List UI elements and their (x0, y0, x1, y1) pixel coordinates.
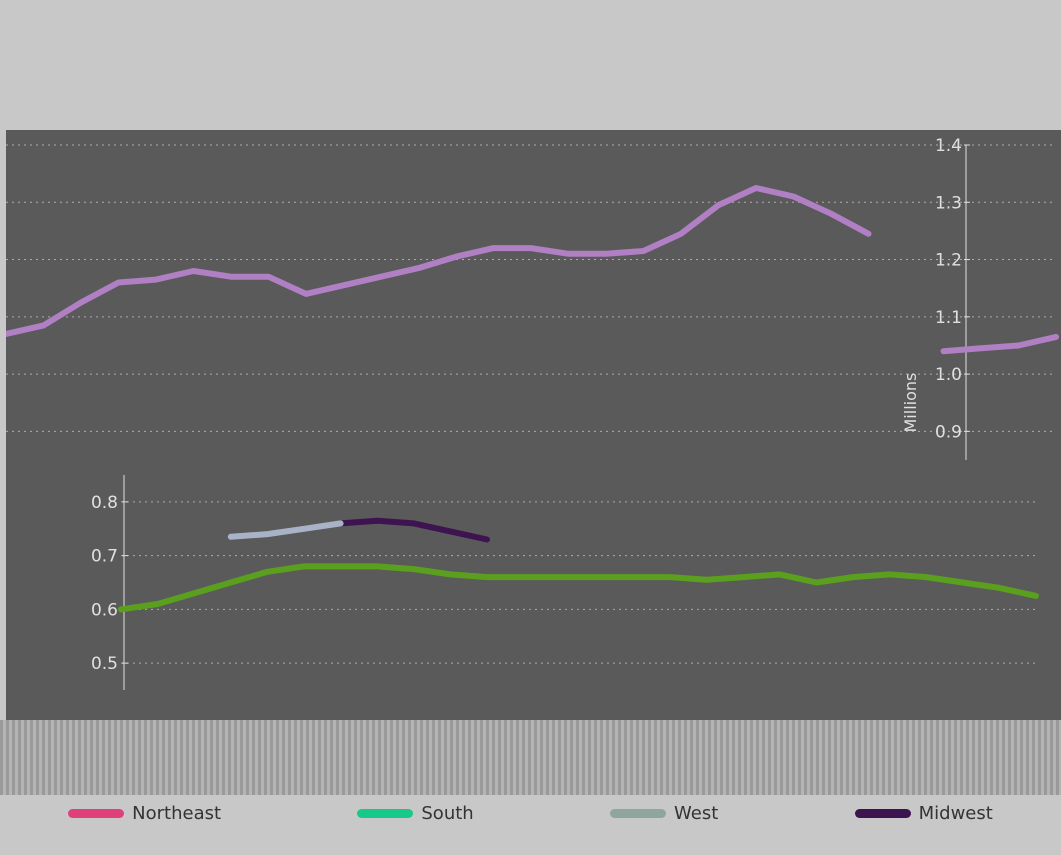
legend-swatch-northeast (68, 808, 125, 818)
y-tick-label-1-2: 0.7 (91, 547, 118, 567)
y-tick-label-0-0: 0.9 (935, 422, 962, 442)
data-point-northeast-23 (868, 233, 869, 235)
data-point-south-2 (193, 592, 195, 594)
data-point-south-0 (120, 608, 122, 610)
data-point-south-19 (815, 582, 817, 583)
data-point-south-15 (669, 576, 671, 578)
data-point-northeast-8 (305, 293, 307, 295)
chart-header (0, 0, 1061, 130)
data-point-south-13 (596, 576, 598, 578)
data-point-south-20 (852, 576, 854, 578)
legend-swatch-south (357, 808, 414, 818)
legend-swatch-west (610, 808, 667, 818)
data-point-northeast-17 (643, 250, 644, 252)
y-tick-label-1-1: 0.6 (91, 600, 118, 620)
data-point-northeast-16 (605, 253, 607, 255)
y-axis-title-0: Millions (901, 373, 920, 433)
data-point-midwest-2 (413, 522, 415, 524)
y-tick-label-0-5: 1.4 (935, 136, 962, 156)
data-point-northeast-18 (680, 233, 682, 235)
plot-area: 0.9 1.0 1.1 1.2 1.3 1.4 Millions 0.5 0.6 0.7 0.8 (6, 130, 1061, 720)
caption-line-2 (6, 92, 1056, 118)
data-point-northeast-27 (1018, 344, 1019, 346)
data-point-south-22 (925, 576, 927, 578)
data-point-south-18 (779, 573, 781, 575)
data-point-northeast-11 (418, 267, 419, 269)
data-point-south-7 (376, 565, 378, 567)
chart-footer: Northeast South West Midwest (0, 720, 1061, 855)
data-point-northeast-25 (943, 350, 944, 352)
series-line-northeast-1 (940, 333, 1059, 355)
data-point-west-1 (266, 533, 268, 535)
data-point-south-25 (1035, 595, 1037, 597)
data-point-northeast-2 (80, 302, 82, 303)
data-point-northeast-21 (793, 196, 794, 198)
data-point-midwest-4 (486, 539, 488, 540)
data-point-northeast-20 (755, 187, 757, 189)
x-axis-band (0, 720, 1061, 795)
data-point-south-12 (559, 576, 561, 578)
data-point-south-21 (889, 573, 891, 575)
legend-label-west: West (674, 802, 719, 824)
series-line-northeast-0 (6, 185, 872, 337)
data-point-northeast-1 (43, 324, 44, 326)
legend-swatch-midwest (854, 808, 911, 818)
data-point-northeast-7 (268, 276, 269, 278)
data-point-south-5 (303, 565, 305, 567)
data-point-midwest-3 (449, 530, 451, 532)
data-point-northeast-15 (568, 253, 569, 255)
data-point-northeast-4 (155, 279, 157, 281)
legend-label-midwest: Midwest (918, 802, 993, 824)
y-tick-label-0-3: 1.2 (935, 251, 962, 271)
data-point-south-10 (486, 576, 488, 578)
data-point-northeast-26 (980, 347, 982, 349)
y-tick-label-1-3: 0.8 (91, 493, 118, 513)
data-point-south-6 (340, 565, 342, 567)
data-point-south-9 (449, 573, 451, 575)
data-point-northeast-19 (718, 204, 719, 206)
data-point-south-8 (413, 568, 415, 570)
legend: Northeast South West Midwest (0, 798, 1061, 828)
data-point-south-1 (157, 603, 159, 605)
legend-label-south: South (421, 802, 474, 824)
data-point-south-24 (998, 587, 1000, 589)
data-point-northeast-9 (343, 284, 344, 286)
y-tick-label-1-0: 0.5 (91, 654, 118, 674)
data-point-south-16 (706, 579, 708, 581)
legend-item-northeast: Northeast (68, 803, 221, 824)
data-point-northeast-10 (380, 276, 382, 278)
data-point-northeast-12 (455, 256, 457, 258)
series-line-west-0 (227, 520, 344, 540)
data-point-south-4 (266, 571, 268, 573)
data-point-northeast-0 (6, 333, 7, 335)
data-point-northeast-6 (230, 276, 232, 278)
data-point-northeast-28 (1055, 336, 1057, 338)
caption-line-1 (6, 46, 1056, 72)
data-point-south-11 (523, 576, 525, 578)
data-point-south-3 (230, 582, 232, 583)
legend-item-midwest: Midwest (854, 802, 993, 824)
legend-item-west: West (610, 803, 718, 824)
data-point-south-17 (742, 576, 744, 578)
y-tick-label-0-4: 1.3 (935, 193, 962, 213)
y-tick-label-0-2: 1.1 (935, 308, 962, 328)
data-point-west-3 (340, 522, 342, 524)
data-point-northeast-22 (830, 213, 832, 215)
series-line-south-0 (118, 563, 1039, 613)
y-tick-label-0-1: 1.0 (935, 365, 962, 385)
chart-canvas: 0.9 1.0 1.1 1.2 1.3 1.4 Millions 0.5 0.6 0.7 0.8 (6, 136, 1059, 690)
legend-label-northeast: Northeast (132, 802, 222, 824)
data-point-west-2 (303, 528, 305, 530)
data-point-northeast-5 (193, 270, 194, 272)
data-point-midwest-1 (376, 520, 378, 522)
data-point-northeast-3 (118, 281, 119, 283)
data-point-northeast-14 (530, 247, 532, 249)
legend-item-south: South (357, 802, 474, 824)
data-point-west-0 (230, 536, 232, 538)
data-point-south-14 (632, 576, 634, 578)
data-point-south-23 (962, 582, 964, 583)
data-point-northeast-13 (493, 247, 494, 249)
